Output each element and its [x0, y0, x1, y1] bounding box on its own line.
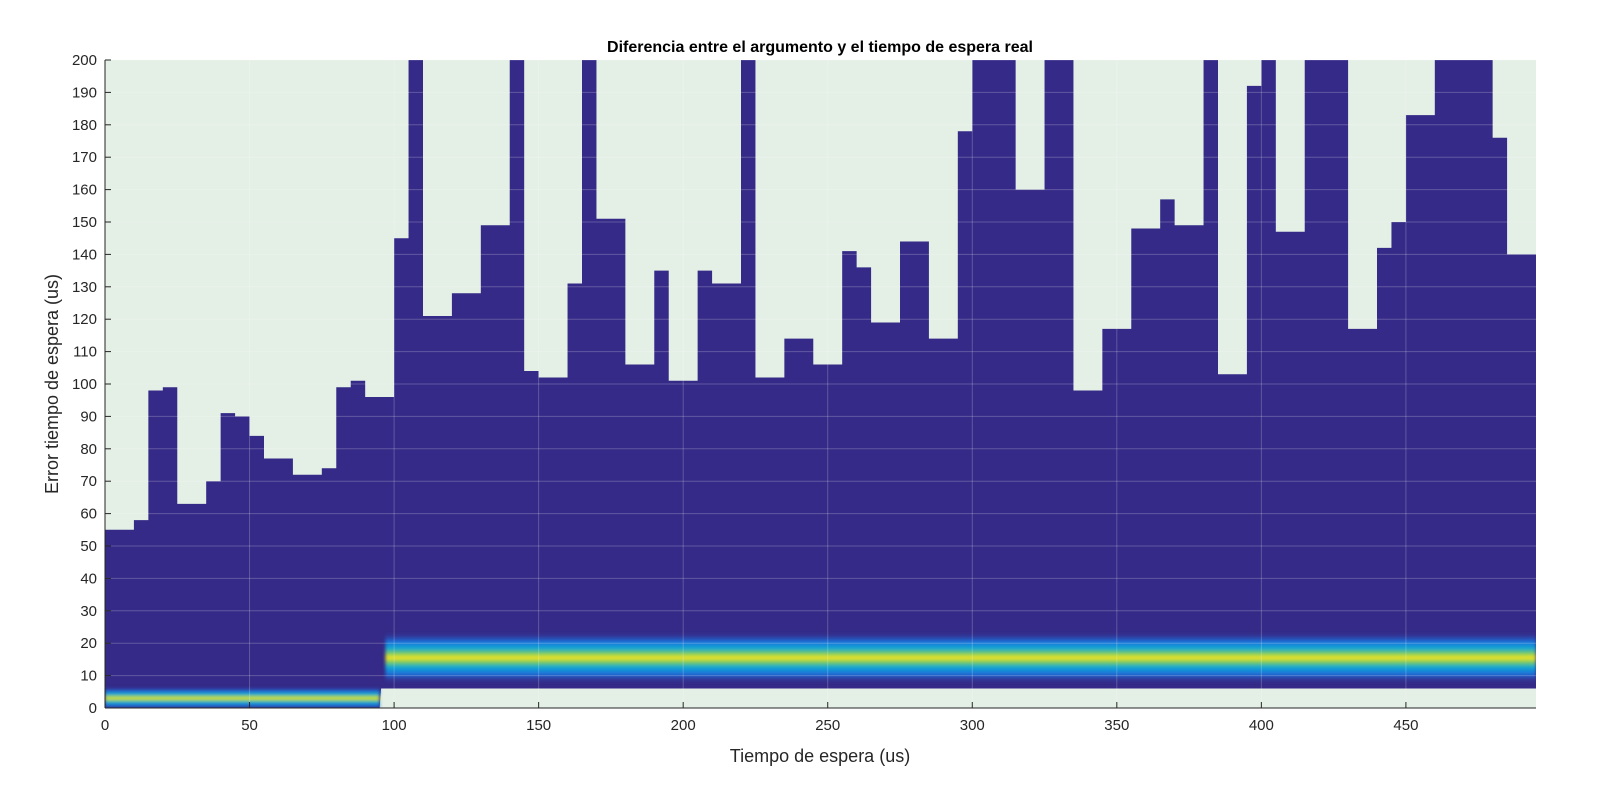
- x-tick-label: 100: [382, 717, 407, 734]
- density-layer: [105, 60, 1536, 708]
- y-tick-label: 140: [72, 246, 97, 263]
- x-tick-label: 0: [101, 717, 109, 734]
- y-tick-label: 150: [72, 214, 97, 231]
- density-band-2: [385, 631, 1536, 684]
- y-tick-label: 190: [72, 84, 97, 101]
- x-tick-label: 350: [1104, 717, 1129, 734]
- y-tick-label: 20: [80, 635, 97, 652]
- y-tick-label: 160: [72, 182, 97, 199]
- x-tick-label: 50: [241, 717, 258, 734]
- x-tick-label: 150: [526, 717, 551, 734]
- axes-layer: 0 50 100 150 200 250 300 350 400 450 0 10 20 30 40 50 60…: [72, 52, 1536, 734]
- x-axis-title: Tiempo de espera (us): [730, 746, 910, 766]
- y-tick-label: 110: [73, 344, 97, 361]
- y-tick-label: 70: [80, 473, 97, 490]
- density-region: [105, 60, 1536, 708]
- y-tick-label: 60: [80, 506, 97, 523]
- y-tick-label: 80: [80, 441, 97, 458]
- y-tick-label: 120: [72, 311, 97, 328]
- x-tick-label: 450: [1393, 717, 1418, 734]
- y-tick-label: 200: [72, 52, 97, 69]
- y-tick-label: 130: [72, 279, 97, 296]
- density-band-1: [105, 686, 380, 708]
- y-tick-label: 180: [72, 117, 97, 134]
- x-tick-label: 250: [815, 717, 840, 734]
- grid-layer: [105, 60, 1536, 708]
- y-tick-label: 170: [72, 149, 97, 166]
- y-tick-label: 10: [80, 668, 97, 685]
- y-tick-label: 0: [89, 700, 97, 717]
- y-tick-label: 30: [80, 603, 97, 620]
- y-axis-title: Error tiempo de espera (us): [42, 274, 62, 494]
- x-tick-label: 200: [671, 717, 696, 734]
- y-tick-label: 50: [80, 538, 97, 555]
- x-tick-label: 300: [960, 717, 985, 734]
- x-tick-label: 400: [1249, 717, 1274, 734]
- chart-title: Diferencia entre el argumento y el tiemp…: [607, 39, 1033, 56]
- y-tick-label: 100: [72, 376, 97, 393]
- y-tick-label: 90: [80, 408, 97, 425]
- y-tick-label: 40: [80, 570, 97, 587]
